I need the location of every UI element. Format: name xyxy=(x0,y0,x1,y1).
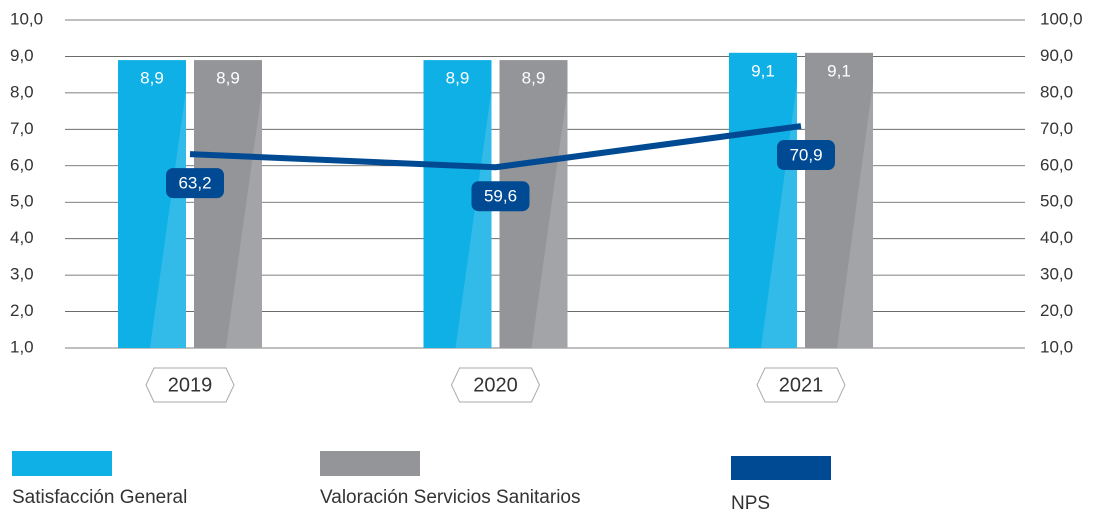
y2-tick-label: 80,0 xyxy=(1040,82,1073,101)
data-label: 59,6 xyxy=(484,187,517,206)
data-label: 8,9 xyxy=(522,69,546,88)
y2-tick-label: 30,0 xyxy=(1040,265,1073,284)
y2-tick-label: 50,0 xyxy=(1040,192,1073,211)
data-label: 8,9 xyxy=(140,69,164,88)
y-tick-label: 5,0 xyxy=(10,192,34,211)
data-label: 8,9 xyxy=(446,69,470,88)
category-box xyxy=(756,367,846,403)
y-tick-label: 1,0 xyxy=(10,337,34,356)
data-label-box xyxy=(166,168,224,199)
bar-shade xyxy=(837,82,873,349)
y-tick-label: 10,0 xyxy=(10,9,43,28)
data-label-box xyxy=(471,181,530,212)
bar xyxy=(805,52,873,349)
data-label: 9,1 xyxy=(751,61,775,80)
y2-tick-label: 70,0 xyxy=(1040,119,1073,138)
data-label: 9,1 xyxy=(827,61,851,80)
y-tick-label: 3,0 xyxy=(10,265,34,284)
y-tick-label: 6,0 xyxy=(10,155,34,174)
legend-label: Satisfacción General xyxy=(12,487,187,508)
y2-tick-label: 90,0 xyxy=(1040,46,1073,65)
data-label: 63,2 xyxy=(178,174,211,193)
y2-tick-label: 20,0 xyxy=(1040,301,1073,320)
category-box xyxy=(450,367,541,403)
y2-tick-label: 60,0 xyxy=(1040,155,1073,174)
bar xyxy=(729,52,797,349)
category-box xyxy=(145,367,235,403)
data-label: 8,9 xyxy=(216,69,240,88)
legend-label: Valoración Servicios Sanitarios xyxy=(320,487,581,508)
legend-swatch xyxy=(320,451,420,476)
y-tick-label: 9,0 xyxy=(10,46,34,65)
bar-shade xyxy=(455,90,492,348)
y2-tick-label: 40,0 xyxy=(1040,228,1073,247)
x-tick-label: 2020 xyxy=(473,374,518,396)
bar-shade xyxy=(150,90,186,348)
x-tick-label: 2019 xyxy=(168,374,213,396)
line xyxy=(189,123,802,171)
bar-shade xyxy=(531,90,568,348)
legend-label: NPS xyxy=(731,493,770,514)
y2-tick-label: 100,0 xyxy=(1040,9,1083,28)
data-label-box xyxy=(777,140,835,171)
bar-shade xyxy=(226,90,262,348)
y2-tick-label: 10,0 xyxy=(1040,337,1073,356)
data-label: 70,9 xyxy=(789,146,822,165)
bar xyxy=(118,60,186,348)
y-tick-label: 7,0 xyxy=(10,119,34,138)
legend-swatch xyxy=(12,451,112,476)
x-tick-label: 2021 xyxy=(779,374,824,396)
bar xyxy=(194,60,262,348)
legend-swatch xyxy=(731,456,831,480)
y-tick-label: 8,0 xyxy=(10,82,34,101)
y-tick-label: 4,0 xyxy=(10,228,34,247)
y-tick-label: 2,0 xyxy=(10,301,34,320)
